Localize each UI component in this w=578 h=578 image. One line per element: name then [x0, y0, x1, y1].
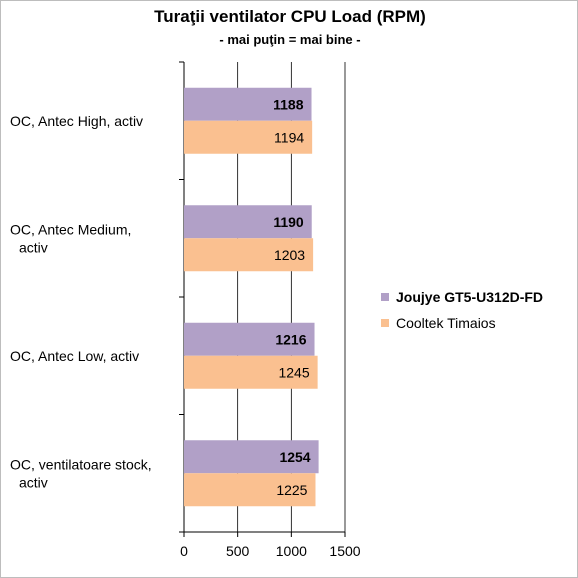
- data-label-2-4: 1225: [276, 482, 307, 498]
- category-label-4: OC, ventilatoare stock, activ: [10, 456, 152, 490]
- category-label-1: OC, Antec High, activ: [10, 113, 143, 129]
- chart-subtitle: - mai puţin = mai bine -: [219, 32, 360, 47]
- x-tick-label-1000: 1000: [276, 543, 307, 559]
- bar-1-4: [184, 440, 319, 474]
- category-label-line: OC, ventilatoare stock,: [10, 456, 152, 472]
- category-label-2: OC, Antec Medium, activ: [10, 221, 131, 255]
- legend-swatch-1: [381, 293, 389, 301]
- category-label-line: activ: [19, 474, 48, 490]
- plot-area: 0 500 1000 1500 1188 1194 OC, Antec High, acti…: [10, 61, 361, 559]
- data-label-1-1: 1188: [273, 96, 304, 112]
- bar-2-3: [184, 355, 318, 389]
- data-label-2-1: 1194: [274, 129, 304, 145]
- chart-title: Turaţii ventilator CPU Load (RPM): [154, 7, 426, 26]
- category-label-3: OC, Antec Low, activ: [10, 348, 139, 364]
- x-tick-label-500: 500: [226, 543, 250, 559]
- category-label-line: activ: [19, 239, 48, 255]
- x-tick-label-1500: 1500: [329, 543, 360, 559]
- data-label-2-3: 1245: [278, 364, 309, 380]
- bar-1-3: [184, 322, 315, 356]
- legend: Joujye GT5-U312D-FD Cooltek Timaios: [381, 289, 543, 331]
- data-label-2-2: 1203: [274, 247, 305, 263]
- legend-swatch-2: [381, 319, 389, 327]
- data-label-1-3: 1216: [275, 331, 306, 347]
- category-label-line: OC, Antec Medium,: [10, 221, 131, 237]
- bar-1-1: [184, 87, 312, 121]
- legend-label-2: Cooltek Timaios: [396, 315, 496, 331]
- data-label-1-4: 1254: [279, 449, 310, 465]
- x-tick-label-0: 0: [180, 543, 188, 559]
- bar-2-4: [184, 473, 316, 507]
- legend-label-1: Joujye GT5-U312D-FD: [396, 289, 543, 305]
- bar-2-1: [184, 120, 313, 154]
- category-label-line: OC, Antec High, activ: [10, 113, 143, 129]
- bar-1-2: [184, 205, 312, 239]
- data-label-1-2: 1190: [273, 214, 304, 230]
- bar-2-2: [184, 238, 314, 272]
- category-label-line: OC, Antec Low, activ: [10, 348, 139, 364]
